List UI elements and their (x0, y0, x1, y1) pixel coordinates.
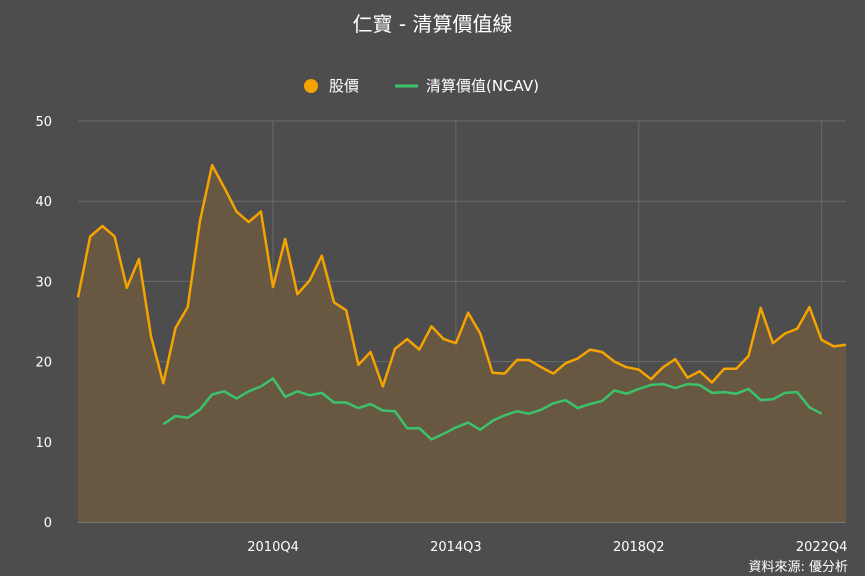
price-area (78, 165, 846, 522)
x-tick-label: 2018Q2 (613, 540, 665, 555)
x-axis: 2010Q4 2014Q3 2018Q2 2022Q4 (247, 540, 847, 555)
ncav-line (162, 377, 823, 441)
y-tick-label: 10 (35, 436, 52, 451)
x-tick-label: 2022Q4 (796, 540, 848, 555)
legend-label-ncav: 清算價值(NCAV) (426, 77, 539, 95)
legend: 股價 清算價值(NCAV) (304, 77, 539, 95)
y-tick-label: 0 (44, 516, 52, 531)
legend-marker-price (304, 79, 318, 93)
series-lines (76, 163, 847, 441)
x-tick-label: 2010Q4 (247, 540, 299, 555)
source-note: 資料來源: 優分析 (748, 560, 848, 575)
y-tick-label: 50 (35, 115, 52, 130)
y-axis: 0 10 20 30 40 50 (35, 115, 52, 531)
price-line (76, 163, 847, 388)
y-tick-label: 20 (35, 356, 52, 371)
x-tick-label: 2014Q3 (430, 540, 482, 555)
price-area-fill (78, 165, 846, 522)
chart-title: 仁寶 - 清算價值線 (353, 12, 513, 36)
legend-label-price: 股價 (329, 77, 359, 95)
y-tick-label: 30 (35, 275, 52, 290)
y-tick-label: 40 (35, 195, 52, 210)
